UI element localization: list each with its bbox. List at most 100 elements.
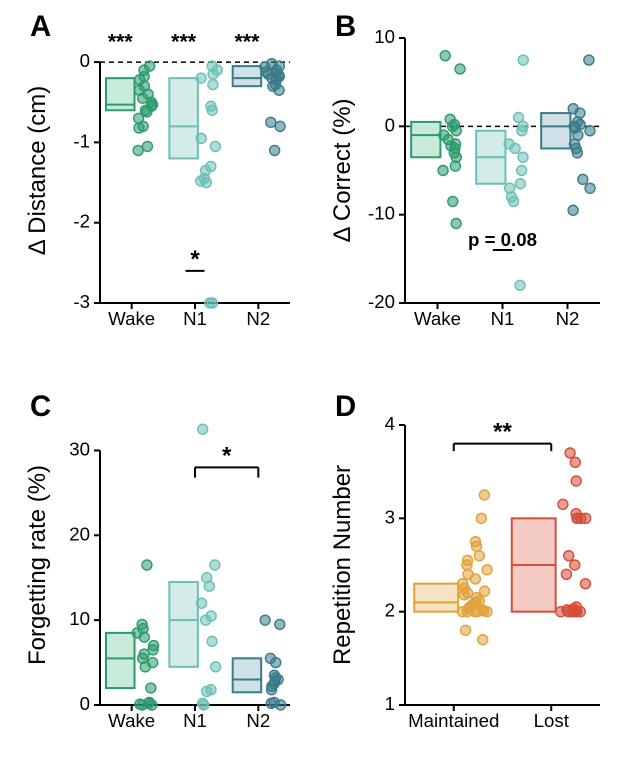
- y-tick-label: -3: [73, 291, 90, 312]
- comparison-annotation: p = 0.08: [468, 229, 537, 250]
- x-tick-label: N1: [491, 308, 515, 329]
- panel-label-a: A: [30, 10, 51, 44]
- data-point: [474, 551, 484, 561]
- data-point: [201, 178, 211, 188]
- panel-a-chart: 0-1-2-3Δ Distance (cm)WakeN1N2**********: [100, 38, 290, 303]
- data-point: [260, 615, 270, 625]
- data-point: [515, 179, 525, 189]
- data-point: [585, 183, 595, 193]
- data-point: [196, 73, 206, 83]
- data-point: [207, 105, 217, 115]
- x-tick-label: N1: [183, 710, 207, 731]
- data-point: [211, 662, 221, 672]
- y-tick-label: 0: [80, 50, 90, 71]
- box: [169, 582, 198, 667]
- data-point: [472, 541, 482, 551]
- data-point: [440, 51, 450, 61]
- y-tick-label: 10: [69, 608, 90, 629]
- box: [414, 584, 458, 612]
- data-point: [438, 166, 448, 176]
- x-tick-label: Wake: [414, 308, 461, 329]
- data-point: [275, 619, 285, 629]
- y-tick-label: 0: [80, 693, 90, 714]
- data-point: [565, 448, 575, 458]
- data-point: [571, 476, 581, 486]
- data-point: [210, 141, 220, 151]
- comparison-annotation: *: [190, 246, 200, 273]
- sig-annotation: ***: [234, 29, 260, 53]
- data-point: [210, 560, 220, 570]
- data-point: [561, 569, 571, 579]
- data-point: [275, 121, 285, 131]
- data-point: [198, 424, 208, 434]
- data-point: [509, 196, 519, 206]
- data-point: [517, 126, 527, 136]
- panel-label-c: C: [30, 390, 51, 424]
- data-point: [146, 683, 156, 693]
- y-axis-label: Δ Correct (%): [329, 98, 356, 242]
- x-tick-label: Maintained: [408, 710, 499, 731]
- y-tick-label: 10: [374, 26, 395, 47]
- y-axis-label: Repetition Number: [329, 465, 356, 665]
- data-point: [564, 551, 574, 561]
- x-tick-label: N2: [246, 710, 270, 731]
- data-point: [585, 126, 595, 136]
- panel-b-chart: 100-10-20Δ Correct (%)WakeN1N2p = 0.08: [405, 38, 600, 303]
- box: [233, 66, 262, 86]
- data-point: [147, 700, 157, 710]
- y-axis-label: Δ Distance (cm): [24, 86, 51, 255]
- data-point: [567, 607, 577, 617]
- data-point: [470, 574, 480, 584]
- data-point: [142, 560, 152, 570]
- data-point: [459, 590, 469, 600]
- box: [169, 78, 198, 158]
- data-point: [558, 499, 568, 509]
- y-tick-label: 4: [385, 413, 395, 434]
- data-point: [476, 513, 486, 523]
- data-point: [274, 85, 284, 95]
- data-point: [576, 513, 586, 523]
- data-point: [479, 490, 489, 500]
- data-point: [204, 581, 214, 591]
- data-point: [580, 579, 590, 589]
- data-point: [142, 141, 152, 151]
- data-point: [451, 219, 461, 229]
- panel-d-chart: 1234Repetition NumberMaintainedLost**: [405, 425, 600, 705]
- data-point: [196, 133, 206, 143]
- panel-label-b: B: [335, 10, 356, 44]
- data-point: [584, 55, 594, 65]
- sig-annotation: ***: [171, 29, 197, 53]
- y-tick-label: -10: [368, 203, 395, 224]
- comparison-annotation: **: [493, 419, 512, 446]
- panel-c-chart: 0102030Forgetting rate (%)WakeN1N2*: [100, 425, 290, 705]
- data-point: [482, 565, 492, 575]
- data-point: [270, 145, 280, 155]
- box: [541, 113, 570, 148]
- box: [233, 658, 262, 692]
- data-point: [276, 700, 286, 710]
- data-point: [455, 64, 465, 74]
- data-point: [197, 598, 207, 608]
- data-point: [518, 152, 528, 162]
- y-tick-label: -1: [73, 130, 90, 151]
- sig-annotation: ***: [108, 29, 134, 53]
- data-point: [208, 69, 218, 79]
- comparison-annotation: *: [222, 442, 232, 469]
- data-point: [570, 457, 580, 467]
- data-point: [578, 174, 588, 184]
- data-point: [266, 117, 276, 127]
- data-point: [450, 161, 460, 171]
- data-point: [267, 685, 277, 695]
- y-tick-label: -2: [73, 211, 90, 232]
- y-tick-label: -20: [368, 291, 395, 312]
- box: [106, 633, 135, 688]
- y-tick-label: 1: [385, 693, 395, 714]
- data-point: [448, 196, 458, 206]
- x-tick-label: N1: [183, 308, 207, 329]
- data-point: [570, 560, 580, 570]
- data-point: [478, 635, 488, 645]
- data-point: [207, 636, 217, 646]
- y-axis-label: Forgetting rate (%): [24, 465, 51, 665]
- x-tick-label: N2: [556, 308, 580, 329]
- data-point: [568, 205, 578, 215]
